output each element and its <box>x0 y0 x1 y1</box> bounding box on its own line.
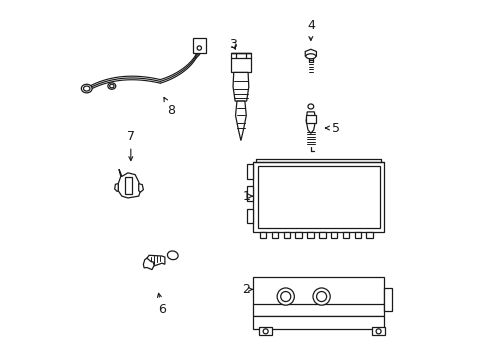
Ellipse shape <box>81 84 92 93</box>
Polygon shape <box>115 184 118 192</box>
Polygon shape <box>235 101 246 140</box>
Ellipse shape <box>307 104 313 109</box>
Bar <box>305 115 315 123</box>
Polygon shape <box>147 255 164 267</box>
Bar <box>295 232 301 238</box>
Polygon shape <box>233 72 248 101</box>
Ellipse shape <box>277 288 294 305</box>
Text: 3: 3 <box>228 38 237 51</box>
Ellipse shape <box>83 86 90 91</box>
Ellipse shape <box>197 46 201 50</box>
Bar <box>260 232 266 238</box>
Bar <box>125 177 132 194</box>
Bar <box>342 232 348 238</box>
Ellipse shape <box>109 84 114 88</box>
Ellipse shape <box>280 292 290 302</box>
Polygon shape <box>143 258 154 270</box>
Bar <box>246 186 253 201</box>
Text: 6: 6 <box>157 293 165 316</box>
Bar <box>246 209 253 223</box>
Ellipse shape <box>305 54 315 59</box>
Bar <box>192 38 206 53</box>
Bar <box>319 232 325 238</box>
Polygon shape <box>305 49 316 58</box>
Bar <box>366 232 372 238</box>
Text: 8: 8 <box>163 98 175 117</box>
Bar <box>271 232 278 238</box>
Polygon shape <box>118 169 140 198</box>
Bar <box>246 164 253 179</box>
Ellipse shape <box>312 288 329 305</box>
Bar <box>253 316 384 329</box>
Ellipse shape <box>108 83 116 89</box>
Bar <box>258 327 272 335</box>
Bar <box>354 232 360 238</box>
Text: 1: 1 <box>242 190 252 203</box>
Ellipse shape <box>167 251 178 260</box>
Text: 2: 2 <box>242 283 252 296</box>
Bar <box>230 53 250 72</box>
Bar <box>306 232 313 238</box>
Bar <box>257 166 379 228</box>
Ellipse shape <box>263 329 267 334</box>
Polygon shape <box>305 112 315 134</box>
Bar <box>384 288 391 311</box>
Bar <box>253 277 384 316</box>
Bar <box>253 162 384 232</box>
Ellipse shape <box>316 292 326 302</box>
Bar <box>371 327 385 335</box>
Bar <box>283 232 289 238</box>
Ellipse shape <box>375 329 380 334</box>
Polygon shape <box>139 184 143 192</box>
Text: 4: 4 <box>306 19 314 40</box>
Text: 7: 7 <box>126 130 135 161</box>
Bar <box>330 232 337 238</box>
Text: 5: 5 <box>325 122 339 135</box>
